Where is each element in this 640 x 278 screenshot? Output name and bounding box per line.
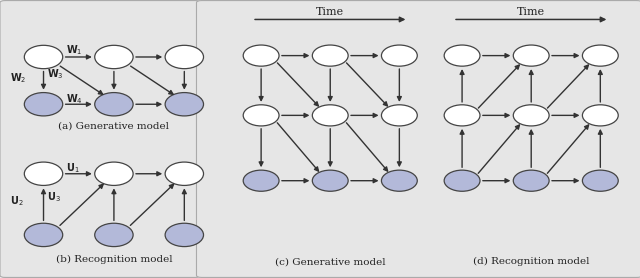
Ellipse shape xyxy=(312,45,348,66)
Ellipse shape xyxy=(95,162,133,185)
Ellipse shape xyxy=(165,223,204,247)
Ellipse shape xyxy=(95,45,133,69)
Ellipse shape xyxy=(165,93,204,116)
Text: $\mathbf{W}_4$: $\mathbf{W}_4$ xyxy=(66,92,83,106)
Ellipse shape xyxy=(243,170,279,191)
Text: (c) Generative model: (c) Generative model xyxy=(275,257,385,266)
Text: $\mathbf{U}_2$: $\mathbf{U}_2$ xyxy=(10,195,24,208)
Text: Time: Time xyxy=(517,7,545,17)
Ellipse shape xyxy=(513,45,549,66)
Text: $\mathbf{W}_1$: $\mathbf{W}_1$ xyxy=(66,43,83,57)
Text: $\mathbf{U}_3$: $\mathbf{U}_3$ xyxy=(47,190,61,204)
Ellipse shape xyxy=(24,45,63,69)
Ellipse shape xyxy=(381,170,417,191)
Text: Time: Time xyxy=(316,7,344,17)
Ellipse shape xyxy=(165,45,204,69)
Ellipse shape xyxy=(444,105,480,126)
Ellipse shape xyxy=(582,45,618,66)
Ellipse shape xyxy=(444,45,480,66)
FancyBboxPatch shape xyxy=(196,1,640,277)
Ellipse shape xyxy=(312,105,348,126)
Ellipse shape xyxy=(513,170,549,191)
Text: $\mathbf{W}_3$: $\mathbf{W}_3$ xyxy=(47,67,64,81)
Ellipse shape xyxy=(381,105,417,126)
Ellipse shape xyxy=(513,105,549,126)
Text: $\mathbf{U}_1$: $\mathbf{U}_1$ xyxy=(66,161,79,175)
Ellipse shape xyxy=(24,162,63,185)
Text: (d) Recognition model: (d) Recognition model xyxy=(473,257,589,266)
FancyBboxPatch shape xyxy=(0,1,200,277)
Ellipse shape xyxy=(165,162,204,185)
Text: (b) Recognition model: (b) Recognition model xyxy=(56,255,172,264)
Ellipse shape xyxy=(312,170,348,191)
Ellipse shape xyxy=(243,105,279,126)
Ellipse shape xyxy=(95,93,133,116)
Ellipse shape xyxy=(381,45,417,66)
Text: $\mathbf{W}_2$: $\mathbf{W}_2$ xyxy=(10,71,27,85)
Ellipse shape xyxy=(24,93,63,116)
Ellipse shape xyxy=(243,45,279,66)
Ellipse shape xyxy=(24,223,63,247)
Ellipse shape xyxy=(444,170,480,191)
Ellipse shape xyxy=(95,223,133,247)
Text: (a) Generative model: (a) Generative model xyxy=(58,122,170,131)
Ellipse shape xyxy=(582,170,618,191)
Ellipse shape xyxy=(582,105,618,126)
